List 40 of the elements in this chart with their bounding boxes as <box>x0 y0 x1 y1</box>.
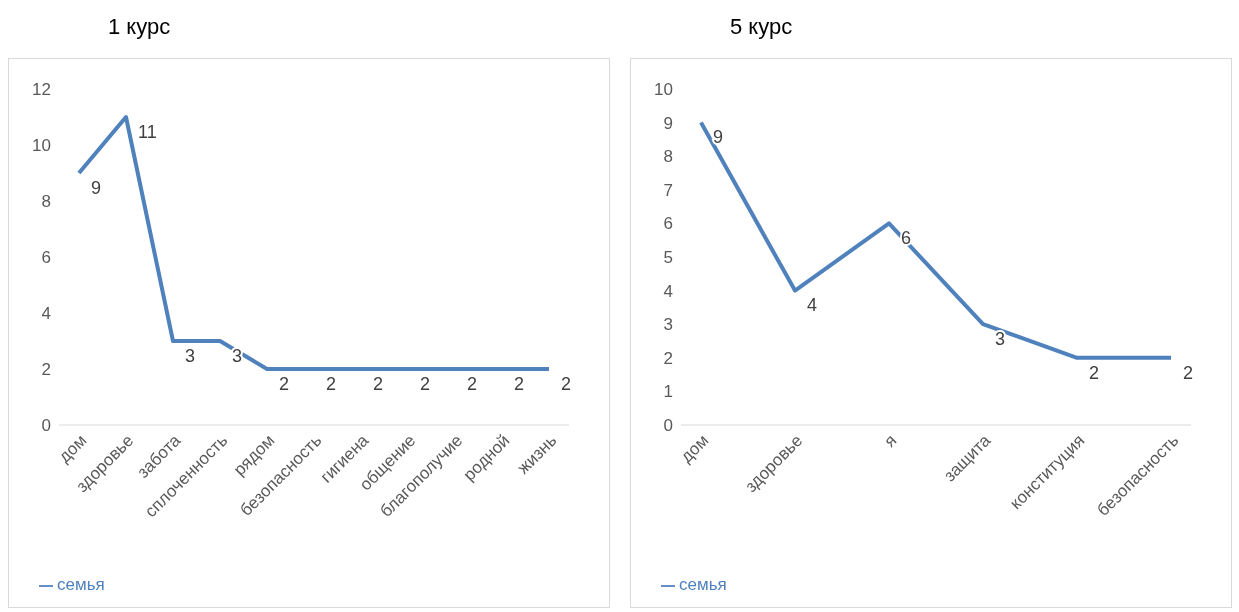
y-tick-label: 8 <box>663 147 673 167</box>
data-label: 3 <box>995 328 1006 349</box>
y-tick-label: 6 <box>41 248 51 268</box>
line-series <box>77 115 551 371</box>
y-tick-label: 0 <box>41 416 51 436</box>
data-label: 2 <box>561 373 572 394</box>
chart-title: 1 курс <box>107 13 172 41</box>
y-tick-label: 7 <box>663 180 673 200</box>
data-label: 3 <box>185 345 196 366</box>
data-label: 2 <box>326 373 337 394</box>
y-tick-label: 9 <box>663 113 673 133</box>
data-label: 2 <box>467 373 478 394</box>
x-tick-label: я <box>880 430 901 451</box>
y-tick-label: 8 <box>41 192 51 212</box>
data-label: 2 <box>420 373 431 394</box>
y-tick-label: 3 <box>663 315 673 335</box>
y-tick-label: 6 <box>663 214 673 234</box>
data-label: 2 <box>514 373 525 394</box>
data-label: 2 <box>1183 362 1194 383</box>
y-tick-label: 12 <box>32 80 51 100</box>
y-tick-label: 2 <box>41 360 51 380</box>
y-tick-label: 5 <box>663 248 673 268</box>
y-tick-label: 1 <box>663 382 673 402</box>
data-label: 9 <box>91 177 102 198</box>
legend-label: семья <box>679 575 727 594</box>
y-tick-label: 0 <box>663 416 673 436</box>
line-series <box>699 120 1173 360</box>
legend-label: семья <box>57 575 105 594</box>
data-label: 4 <box>807 295 818 316</box>
y-tick-label: 10 <box>32 136 51 156</box>
data-label: 9 <box>713 127 724 148</box>
data-label: 2 <box>279 373 290 394</box>
y-tick-label: 10 <box>654 80 673 100</box>
data-label: 11 <box>138 121 157 142</box>
chart-title: 5 курс <box>729 13 794 41</box>
y-tick-label: 4 <box>41 304 51 324</box>
y-tick-label: 4 <box>663 281 673 301</box>
data-label: 2 <box>373 373 384 394</box>
data-label: 2 <box>1089 362 1100 383</box>
y-tick-label: 2 <box>663 348 673 368</box>
